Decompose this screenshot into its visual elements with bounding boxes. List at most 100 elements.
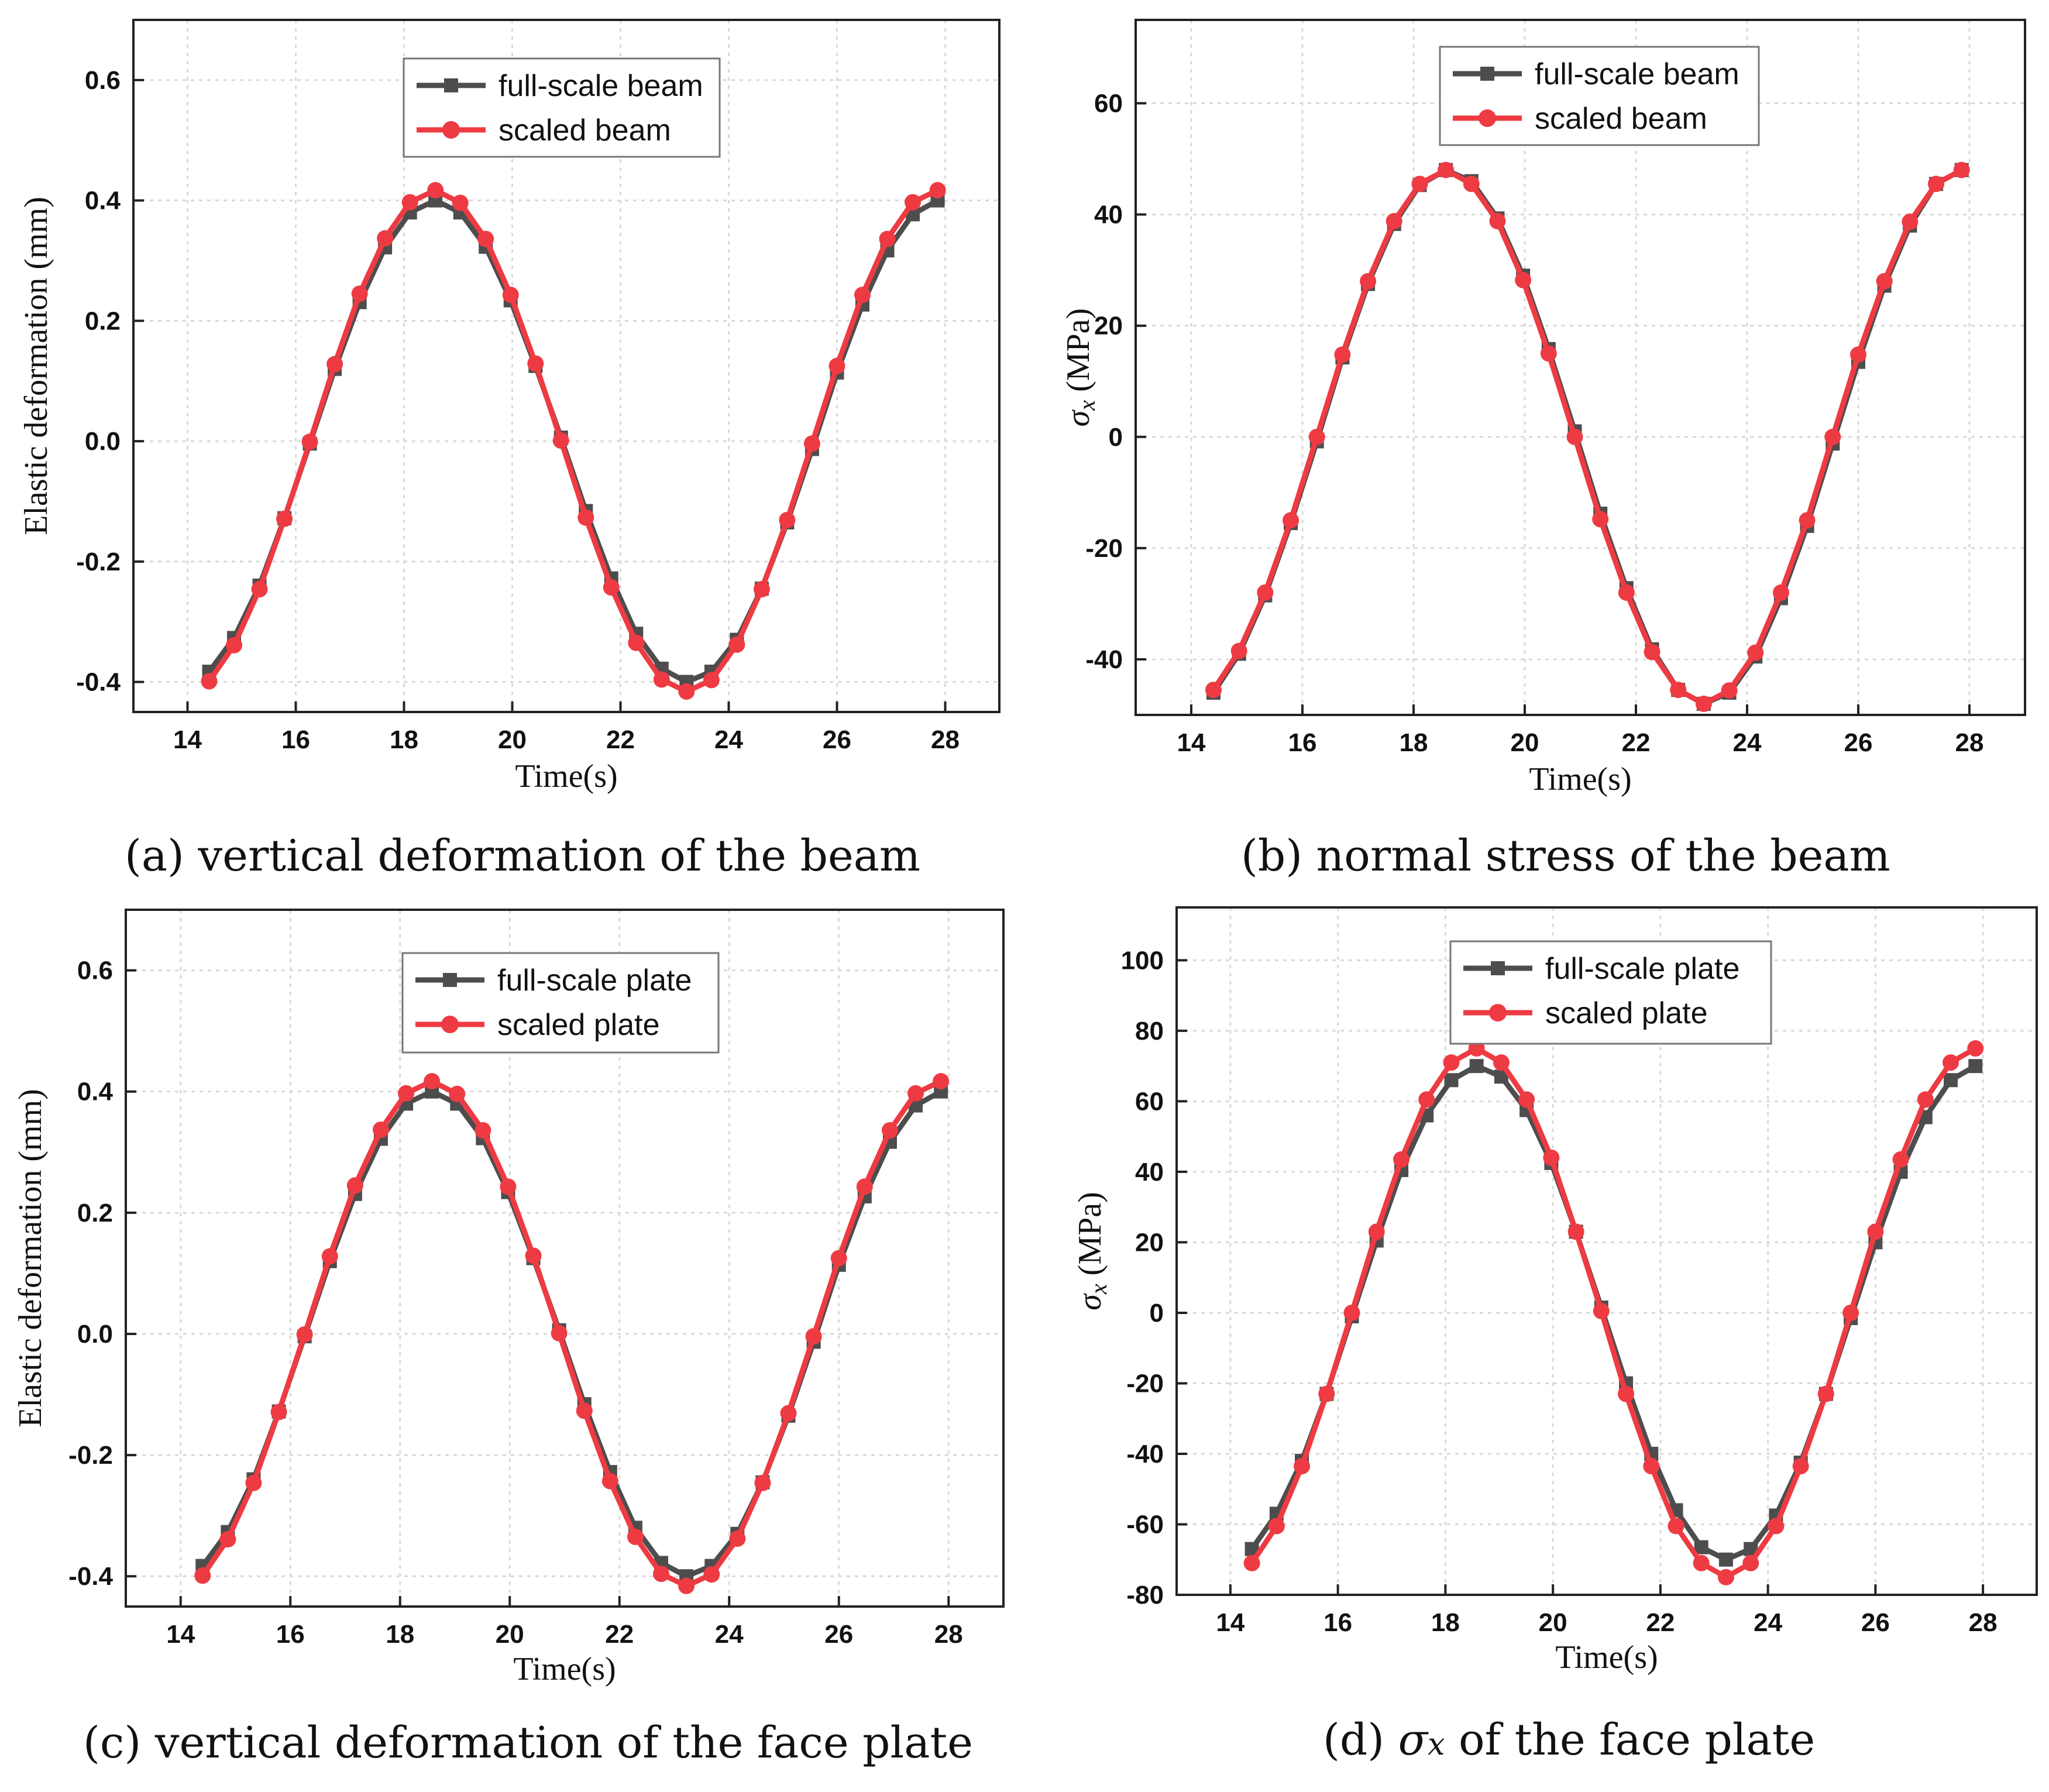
data-point — [933, 1073, 950, 1090]
x-tick-label: 16 — [281, 725, 310, 754]
data-point — [326, 356, 343, 373]
data-point — [552, 432, 569, 449]
data-point — [728, 636, 745, 653]
data-point — [1792, 1458, 1809, 1475]
data-point — [1967, 1040, 1984, 1057]
x-tick-label: 22 — [1622, 728, 1651, 757]
x-tick-label: 22 — [606, 725, 635, 754]
data-point — [1892, 1151, 1909, 1168]
chart-c-svg: 14 16 18 20 22 24 26 28 -0.4 -0.2 0.0 0.2 0.4 0.6 Time… — [12, 909, 1005, 1687]
data-point — [475, 1122, 491, 1139]
y-tick-label: 20 — [1135, 1228, 1164, 1257]
legend-marker — [1480, 67, 1494, 81]
data-point — [1294, 1458, 1311, 1475]
data-point — [1386, 213, 1402, 230]
y-tick-label: 0.0 — [85, 427, 121, 456]
series-line — [200, 1078, 943, 1589]
legend-marker — [444, 78, 458, 92]
x-axis-label: Time(s) — [513, 1651, 616, 1687]
data-point — [1243, 1554, 1260, 1571]
data-point — [703, 672, 720, 689]
data-point — [1593, 1302, 1610, 1319]
data-point — [1867, 1223, 1884, 1240]
legend-marker — [443, 973, 457, 987]
chart-panel-a: 14 16 18 20 22 24 26 28 -0.4 -0.2 0.0 0.2 0.4 0.6 Time… — [0, 0, 1024, 896]
data-point — [576, 1402, 593, 1419]
data-point — [1953, 161, 1970, 178]
data-point — [1902, 213, 1919, 230]
caption-b: (b) normal stress of the beam — [1241, 831, 1890, 881]
data-point — [1515, 271, 1532, 288]
x-tick-label: 20 — [1539, 1608, 1567, 1637]
legend-label: full-scale beam — [1535, 57, 1739, 91]
y-tick-label: 0.2 — [77, 1199, 113, 1227]
x-tick-label: 18 — [386, 1620, 414, 1649]
x-tick-label: 24 — [714, 725, 743, 754]
data-point — [1693, 1554, 1710, 1571]
x-tick-label: 18 — [390, 725, 418, 754]
data-point — [577, 509, 594, 526]
series-line — [200, 1089, 943, 1579]
legend: full-scale beam scaled beam — [403, 57, 721, 158]
data-point — [1493, 1054, 1510, 1071]
data-point — [805, 1328, 822, 1345]
y-tick-label: -40 — [1085, 645, 1123, 674]
data-point — [452, 194, 469, 211]
y-tick-label: 40 — [1135, 1158, 1164, 1186]
chart-d-svg: 14 16 18 20 22 24 26 28 -80 -60 -40 -20 0 20 40 60 80 100… — [1072, 906, 2038, 1676]
data-point — [1644, 644, 1660, 661]
data-point — [1668, 1518, 1684, 1535]
data-point — [854, 287, 871, 304]
y-tick-label: -0.4 — [76, 668, 121, 697]
data-point — [828, 357, 845, 374]
y-tick-label: 100 — [1121, 946, 1164, 975]
data-point — [449, 1085, 466, 1102]
chart-b-svg: 14 16 18 20 22 24 26 28 -40 -20 0 20 40 60 Time(s) σx (… — [1060, 19, 2026, 797]
y-tick-label: 40 — [1094, 201, 1123, 229]
data-point — [1543, 1149, 1560, 1166]
data-point — [1917, 1091, 1934, 1108]
caption-d: (d) σx of the face plate — [1323, 1715, 1816, 1765]
data-point — [1695, 695, 1712, 712]
data-point — [1418, 1091, 1435, 1108]
y-tick-label: 0 — [1109, 423, 1123, 452]
legend: full-scale plate scaled plate — [1449, 940, 1772, 1045]
y-tick-label: -60 — [1126, 1510, 1164, 1539]
x-tick-label: 22 — [605, 1620, 634, 1649]
data-point — [603, 579, 620, 596]
y-tick-label: -40 — [1126, 1440, 1164, 1468]
data-point — [1718, 1552, 1733, 1567]
data-point — [1318, 1385, 1335, 1402]
data-point — [907, 1085, 924, 1102]
x-tick-label: 28 — [1969, 1608, 1998, 1637]
data-point — [1768, 1518, 1785, 1535]
data-point — [1928, 176, 1944, 192]
data-point — [251, 581, 268, 598]
data-point — [1721, 682, 1738, 699]
plot-frame — [132, 19, 1001, 713]
data-point — [351, 286, 368, 302]
data-point — [551, 1325, 568, 1342]
data-point — [1717, 1569, 1734, 1585]
legend: full-scale beam scaled beam — [1439, 46, 1760, 146]
data-point — [1592, 511, 1609, 528]
data-point — [1540, 345, 1557, 362]
data-point — [525, 1247, 542, 1264]
data-point — [1968, 1059, 1983, 1074]
data-point — [1944, 1073, 1958, 1088]
data-point — [1772, 584, 1789, 601]
series-scaled — [201, 182, 946, 700]
series-scaled — [1205, 161, 1970, 712]
legend-label: scaled beam — [1535, 102, 1707, 136]
x-tick-label: 24 — [1733, 728, 1762, 757]
chart-panel-c: 14 16 18 20 22 24 26 28 -0.4 -0.2 0.0 0.2 0.4 0.6 Time… — [0, 896, 1024, 1791]
data-point — [398, 1085, 415, 1102]
x-tick-label: 20 — [1511, 728, 1539, 757]
data-point — [424, 1073, 441, 1090]
series-line — [207, 187, 939, 694]
x-tick-label: 14 — [173, 725, 202, 754]
y-tick-label: -0.2 — [68, 1441, 113, 1470]
data-point — [1268, 1518, 1285, 1535]
legend-label: full-scale beam — [499, 69, 703, 103]
data-point — [1943, 1054, 1959, 1071]
